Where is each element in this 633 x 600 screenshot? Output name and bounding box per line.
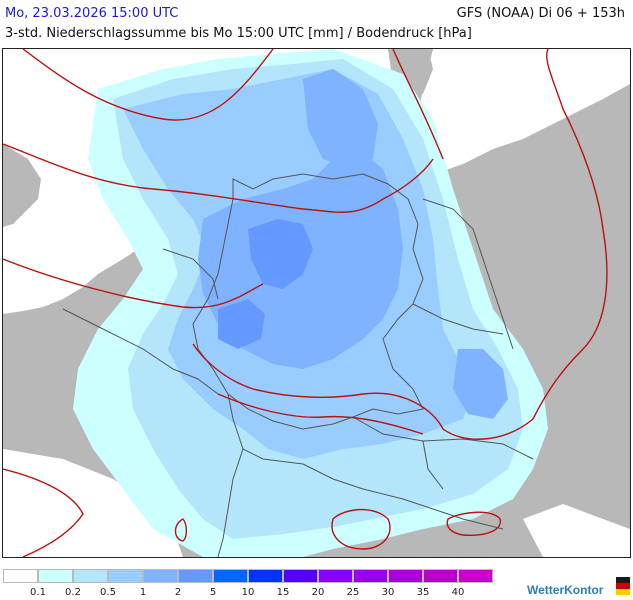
legend-threshold-label: 20 xyxy=(311,587,325,598)
legend-swatch xyxy=(143,569,178,583)
baltic-sea xyxy=(421,49,630,171)
legend-swatch xyxy=(38,569,73,583)
great-britain xyxy=(3,144,41,227)
precip-2-west-area xyxy=(218,299,265,349)
legend-swatch xyxy=(73,569,108,583)
legend-swatch xyxy=(213,569,248,583)
legend-threshold-label: 0.5 xyxy=(100,587,116,598)
legend-threshold-label: 15 xyxy=(276,587,290,598)
legend-threshold-label: 10 xyxy=(241,587,255,598)
legend-swatch xyxy=(458,569,493,583)
brand-logo: WetterKontor xyxy=(527,583,604,597)
legend-threshold-label: 30 xyxy=(381,587,395,598)
adriatic-sea xyxy=(523,504,630,557)
precipitation-legend: 0.1 0.2 0.5 1 2 5 10 15 20 25 30 35 40 xyxy=(3,569,503,600)
legend-swatch xyxy=(318,569,353,583)
model-run-label: GFS (NOAA) Di 06 + 153h xyxy=(456,6,625,21)
map-subtitle: 3-std. Niederschlagssumme bis Mo 15:00 U… xyxy=(5,26,472,41)
legend-threshold-label: 5 xyxy=(209,587,217,598)
legend-threshold-label: 1 xyxy=(139,587,147,598)
map-canvas xyxy=(3,49,630,557)
legend-threshold-label: 2 xyxy=(174,587,182,598)
legend-swatch xyxy=(3,569,38,583)
isobar-1 xyxy=(22,49,274,121)
scandinavia xyxy=(388,49,433,94)
mediterranean-sea xyxy=(3,449,183,557)
isobar-7 xyxy=(3,468,84,557)
legend-threshold-label: 35 xyxy=(416,587,430,598)
precip-2-area xyxy=(248,219,313,289)
isobar-10 xyxy=(446,511,501,536)
tricolor-flag-icon xyxy=(616,577,630,595)
precipitation-field xyxy=(73,49,548,557)
legend-threshold-label: 0.1 xyxy=(30,587,46,598)
legend-swatch xyxy=(283,569,318,583)
precip-1-east-area xyxy=(453,349,508,419)
legend-threshold-label: 0.2 xyxy=(65,587,81,598)
isobars xyxy=(3,49,608,557)
legend-swatch xyxy=(248,569,283,583)
precipitation-map xyxy=(2,48,631,558)
isobar-5 xyxy=(192,49,608,440)
isobar-3 xyxy=(392,49,444,160)
legend-threshold-label: 25 xyxy=(346,587,360,598)
legend-swatch xyxy=(108,569,143,583)
isobar-4 xyxy=(3,258,264,309)
isobar-8 xyxy=(174,518,188,542)
legend-threshold-label: 40 xyxy=(451,587,465,598)
header: Mo, 23.03.2026 15:00 UTC GFS (NOAA) Di 0… xyxy=(0,0,633,48)
isobar-6 xyxy=(217,393,424,435)
isobar-9 xyxy=(331,508,391,550)
precip-1-north-area xyxy=(303,69,378,169)
country-borders xyxy=(62,173,534,557)
forecast-datetime: Mo, 23.03.2026 15:00 UTC xyxy=(5,6,179,21)
legend-swatch xyxy=(423,569,458,583)
legend-swatch xyxy=(353,569,388,583)
legend-swatch xyxy=(388,569,423,583)
legend-swatch xyxy=(178,569,213,583)
isobar-2 xyxy=(3,143,434,213)
